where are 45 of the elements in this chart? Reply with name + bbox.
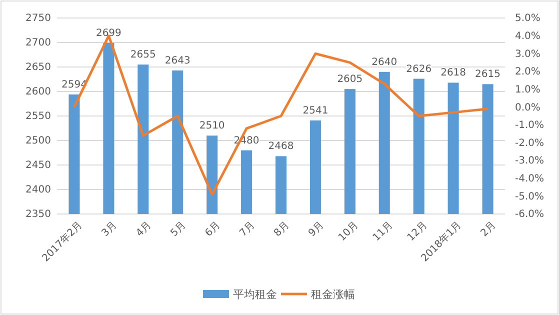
y2-tick-label: -2.0%	[515, 138, 544, 149]
y-tick-label: 2450	[26, 160, 51, 172]
x-tick-label: 7月	[238, 220, 258, 240]
y2-tick-label: -3.0%	[515, 156, 544, 167]
data-label: 2541	[302, 105, 328, 116]
y2-tick-label: -4.0%	[515, 174, 544, 185]
x-tick-label: 9月	[306, 220, 326, 240]
y-tick-label: 2750	[26, 13, 51, 24]
x-tick-label: 12月	[406, 220, 430, 244]
x-tick-label: 4月	[134, 220, 154, 240]
y-tick-label: 2700	[26, 38, 51, 49]
data-label: 2605	[337, 74, 363, 86]
x-tick-label: 11月	[371, 220, 395, 244]
y-tick-label: 2550	[26, 111, 51, 122]
y2-tick-label: -6.0%	[515, 209, 544, 220]
y2-tick-label: 5.0%	[515, 13, 540, 24]
y2-tick-label: 3.0%	[515, 48, 540, 60]
y2-tick-label: 1.0%	[515, 84, 540, 96]
y2-tick-label: 0.0%	[515, 102, 540, 114]
y-tick-label: 2650	[26, 62, 51, 74]
legend-label: 租金涨幅	[311, 288, 355, 301]
y-tick-label: 2500	[26, 136, 51, 147]
y2-tick-label: -1.0%	[515, 120, 544, 132]
data-label: 2640	[372, 56, 398, 68]
x-tick-label: 8月	[272, 220, 292, 240]
data-label: 2510	[199, 120, 225, 132]
data-label: 2699	[96, 28, 122, 39]
y2-tick-label: 2.0%	[515, 66, 540, 78]
x-tick-label: 10月	[336, 220, 361, 244]
data-label: 2626	[406, 64, 432, 75]
data-label: 2615	[475, 69, 500, 80]
x-tick-label: 2月	[479, 220, 498, 240]
x-tick-label: 6月	[203, 220, 223, 240]
y2-tick-label: 4.0%	[515, 31, 540, 42]
data-label: 2655	[130, 50, 156, 61]
y2-tick-label: -5.0%	[515, 191, 544, 202]
y-tick-label: 2600	[26, 86, 51, 98]
data-label: 2643	[164, 55, 190, 66]
x-tick-label: 3月	[100, 220, 120, 240]
legend-label: 平均租金	[233, 288, 277, 301]
x-tick-label: 5月	[168, 220, 188, 240]
y-tick-label: 2400	[26, 184, 51, 196]
data-label: 2468	[268, 141, 294, 152]
y-tick-label: 2350	[26, 209, 51, 220]
data-label: 2618	[440, 68, 466, 79]
